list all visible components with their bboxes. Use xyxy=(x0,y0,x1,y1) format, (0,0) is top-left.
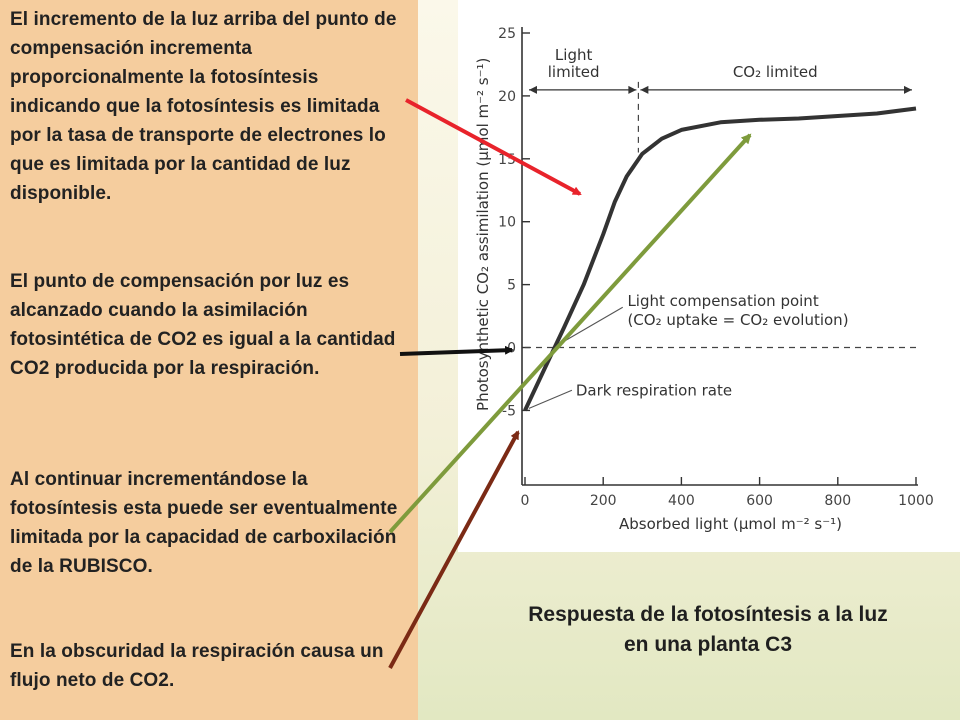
span-arrowhead xyxy=(628,85,637,94)
chart-axes: -5051015202502004006008001000 xyxy=(498,26,934,509)
assimilation-curve xyxy=(523,106,917,412)
green-arrow xyxy=(388,133,752,534)
y-tick-label: 25 xyxy=(498,26,516,42)
light-response-chart: -5051015202502004006008001000 Lightlimit… xyxy=(474,26,934,533)
paragraph-compensation-point: El punto de compensación por luz es alca… xyxy=(10,271,396,379)
text-panel xyxy=(0,0,418,720)
co2-limited-label: CO₂ limited xyxy=(733,63,818,81)
limit-region-arrows: Light limited CO₂ limited xyxy=(529,46,912,94)
x-axis-label: Absorbed light (μmol m⁻² s⁻¹) xyxy=(619,515,842,533)
paragraph-rubisco: Al continuar incrementándose la fotosínt… xyxy=(10,469,398,577)
respiration-leader xyxy=(528,389,573,409)
compensation-label: Light compensation point (CO₂ uptake = CO… xyxy=(627,292,848,329)
chart-callouts: Light compensation point (CO₂ uptake = CO… xyxy=(528,292,849,409)
span-arrowhead xyxy=(904,85,912,94)
x-tick-label: 1000 xyxy=(898,493,934,509)
black-arrow xyxy=(399,345,514,356)
respiration-label: Dark respiration rate xyxy=(576,381,732,399)
light-limited-label: Light limited xyxy=(548,46,600,81)
compensation-leader xyxy=(560,306,624,344)
y-tick-label: 10 xyxy=(498,215,516,231)
span-arrowhead xyxy=(640,85,649,94)
y-tick-label: 20 xyxy=(498,89,516,105)
x-tick-label: 0 xyxy=(521,493,530,509)
span-arrowhead xyxy=(529,85,537,94)
figure-caption: Respuesta de la fotosíntesis a la luz en… xyxy=(528,603,888,656)
red-arrow xyxy=(405,98,582,196)
x-tick-label: 200 xyxy=(590,493,617,509)
brown-arrow xyxy=(388,430,520,669)
x-tick-label: 600 xyxy=(746,493,773,509)
x-tick-label: 800 xyxy=(824,493,851,509)
y-tick-label: 5 xyxy=(507,278,516,294)
chart-container: -5051015202502004006008001000 Lightlimit… xyxy=(458,0,960,552)
paragraph-electron-transport: El incremento de la luz arriba del punto… xyxy=(10,9,397,204)
x-tick-label: 400 xyxy=(668,493,695,509)
paragraph-dark-respiration: En la obscuridad la respiración causa un… xyxy=(10,641,384,691)
